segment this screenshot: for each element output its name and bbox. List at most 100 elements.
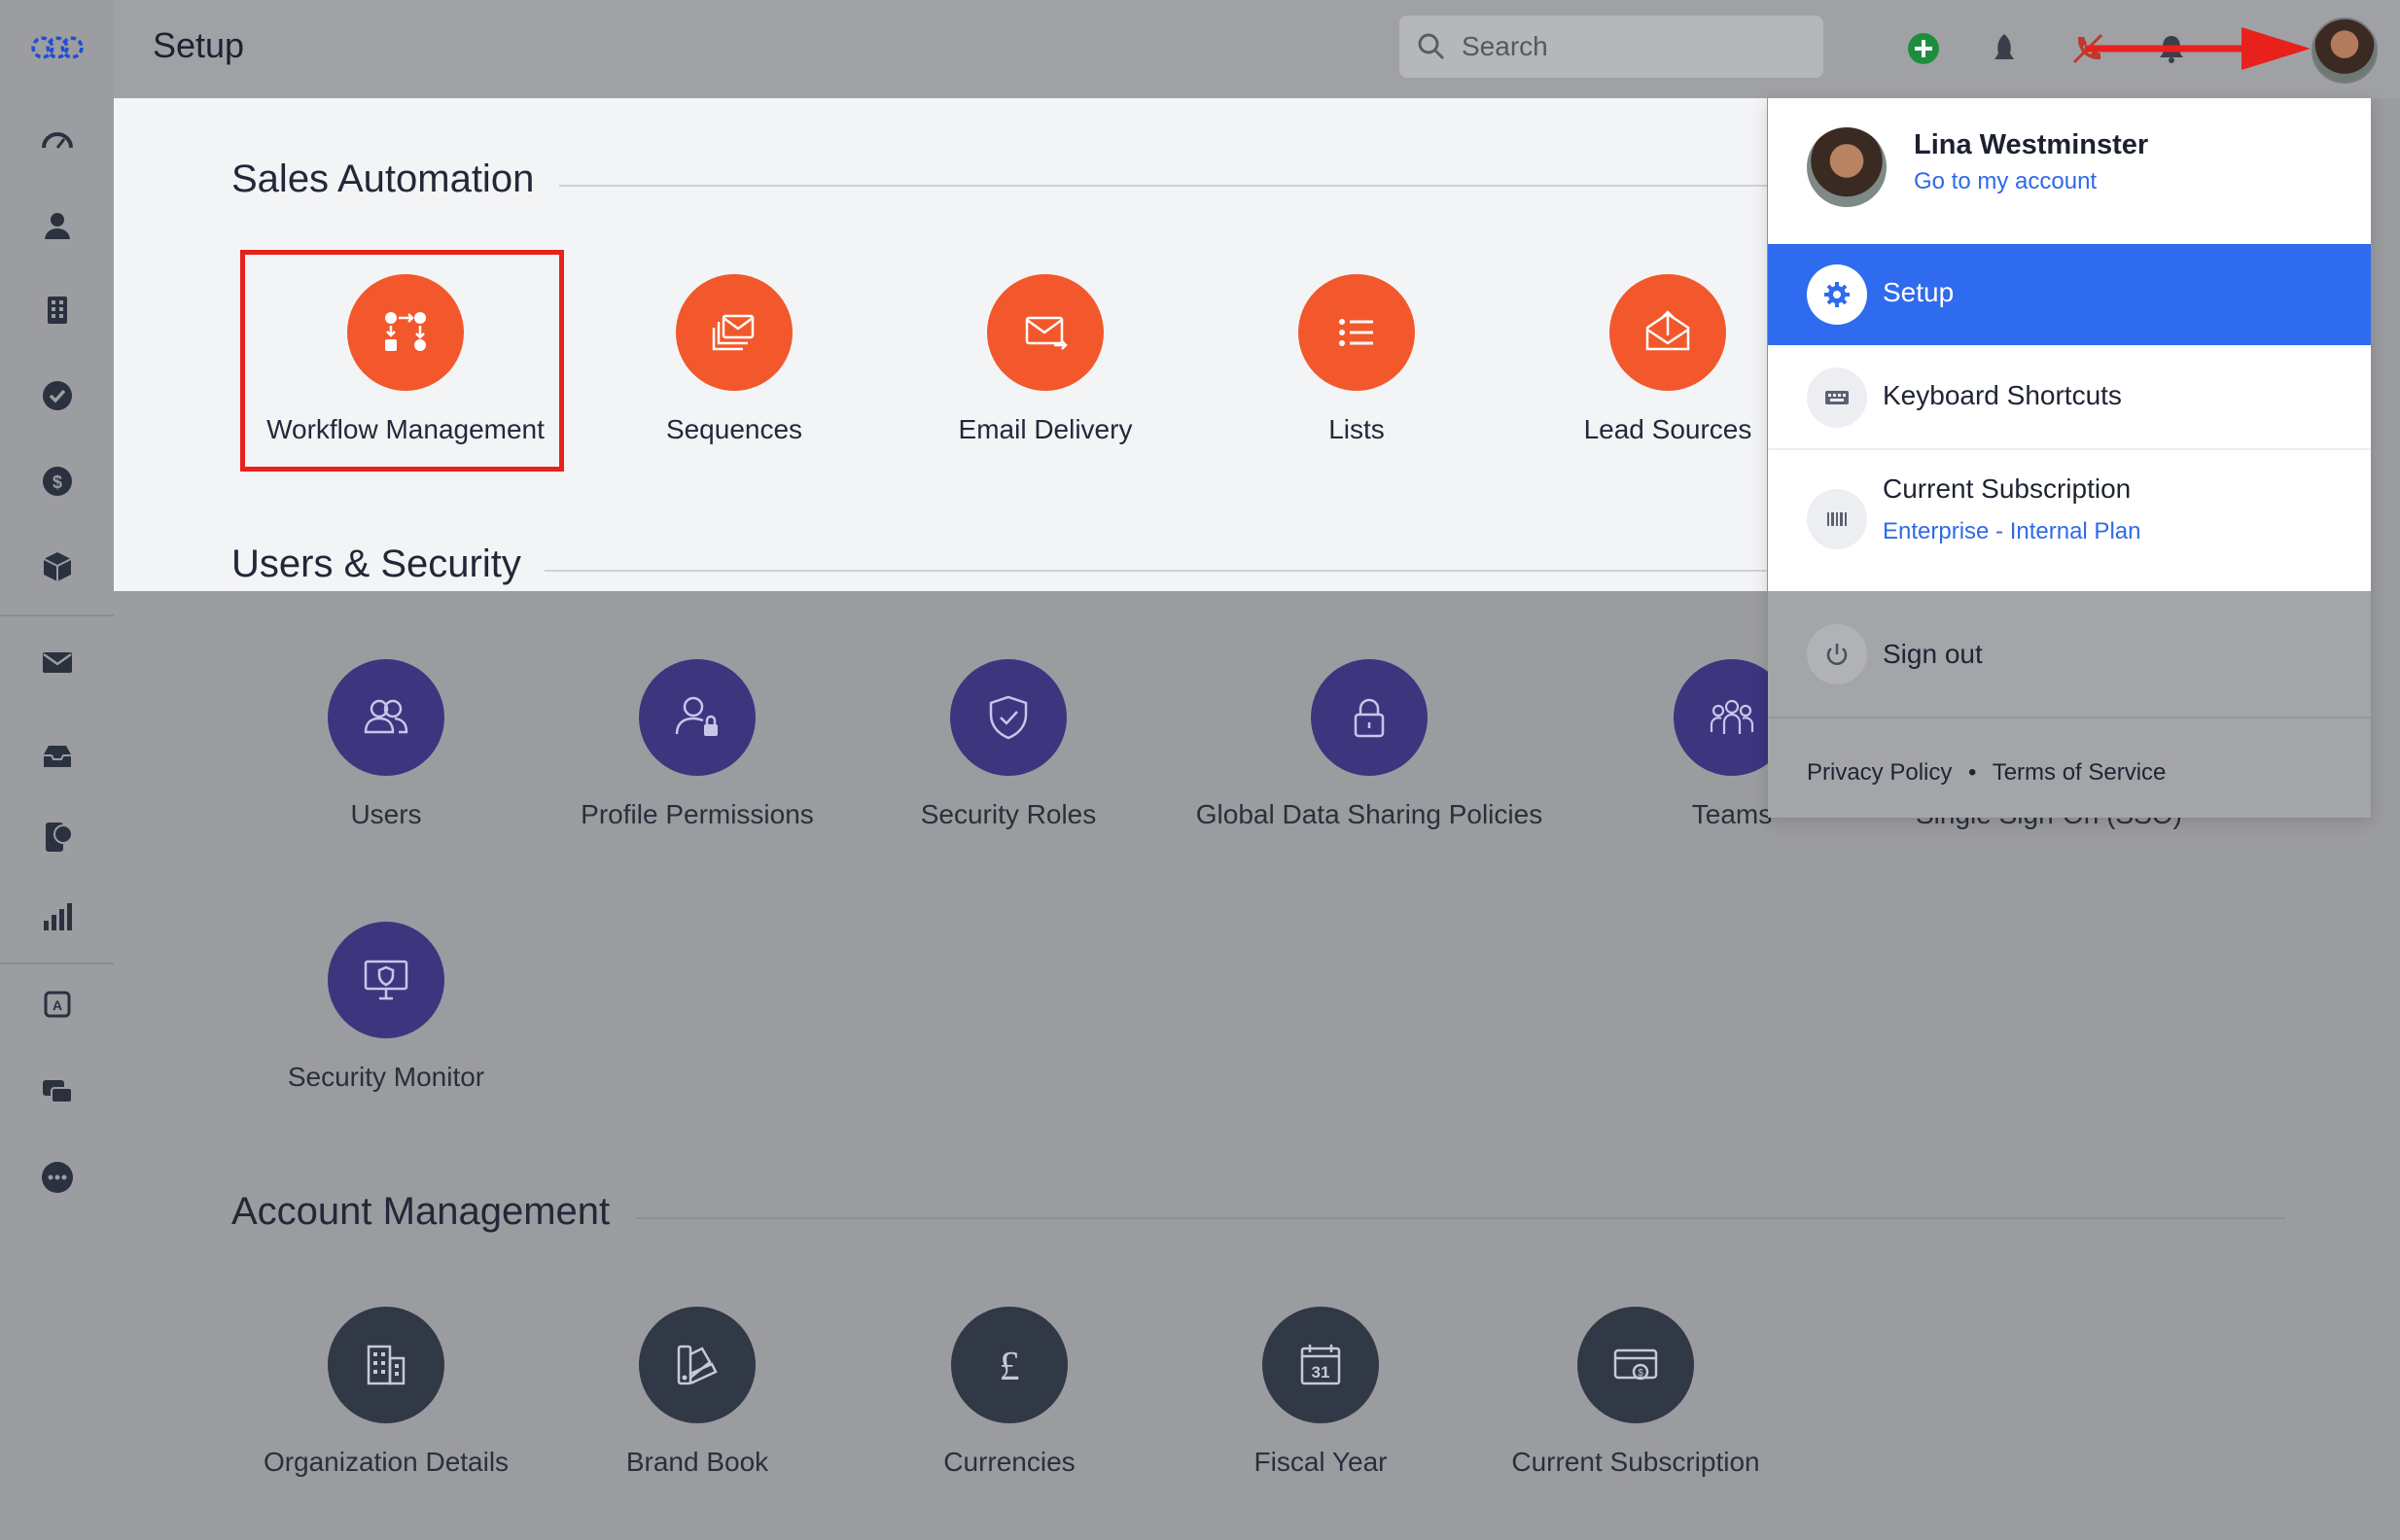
tile-security-roles[interactable]: Security Roles bbox=[853, 659, 1164, 854]
gear-icon bbox=[1807, 264, 1867, 325]
lock-icon bbox=[1311, 659, 1428, 776]
mail-icon[interactable] bbox=[35, 640, 80, 684]
top-bar: Setup Search bbox=[114, 0, 2400, 100]
tile-organization-details[interactable]: Organization Details bbox=[230, 1307, 542, 1501]
tile-label: Global Data Sharing Policies bbox=[1195, 799, 1543, 829]
tile-label: Users bbox=[350, 799, 422, 829]
menu-item-sign-out[interactable]: Sign out bbox=[1768, 604, 2371, 705]
shield-check-icon bbox=[950, 659, 1067, 776]
section-title-account-management: Account Management bbox=[231, 1190, 611, 1233]
tile-label: Lead Sources bbox=[1583, 414, 1752, 444]
menu-item-current-subscription[interactable]: Current Subscription Enterprise - Intern… bbox=[1768, 450, 2371, 591]
tile-workflow-management[interactable]: Workflow Management bbox=[250, 274, 561, 469]
automation-icon[interactable]: A bbox=[35, 982, 80, 1027]
calendar-day: 31 bbox=[1312, 1363, 1330, 1382]
tile-brand-book[interactable]: Brand Book bbox=[542, 1307, 853, 1501]
tile-label: Profile Permissions bbox=[581, 799, 814, 829]
user-name: Lina Westminster bbox=[1914, 129, 2149, 160]
dropdown-avatar bbox=[1807, 127, 1887, 207]
tile-currencies[interactable]: £ Currencies bbox=[854, 1307, 1165, 1501]
tile-label: Fiscal Year bbox=[1253, 1447, 1388, 1477]
tile-label: Currencies bbox=[943, 1447, 1076, 1477]
annotation-arrow-icon bbox=[2085, 27, 2311, 70]
section-divider bbox=[637, 1217, 2285, 1219]
tile-sequences[interactable]: Sequences bbox=[579, 274, 890, 469]
tile-fiscal-year[interactable]: 31 Fiscal Year bbox=[1165, 1307, 1476, 1501]
svg-text:£: £ bbox=[1000, 1345, 1020, 1389]
menu-item-setup[interactable]: Setup bbox=[1768, 244, 2371, 345]
tile-lead-sources[interactable]: Lead Sources bbox=[1512, 274, 1823, 469]
building-icon bbox=[328, 1307, 444, 1423]
keyboard-icon bbox=[1807, 368, 1867, 428]
tile-global-data-sharing[interactable]: Global Data Sharing Policies bbox=[1196, 659, 1542, 854]
section-divider bbox=[545, 570, 1767, 572]
monitor-shield-icon bbox=[328, 922, 444, 1038]
privacy-policy-link[interactable]: Privacy Policy bbox=[1807, 759, 1953, 786]
more-icon[interactable] bbox=[35, 1155, 80, 1200]
dropdown-separator bbox=[1768, 448, 2371, 450]
companies-icon[interactable] bbox=[35, 288, 80, 332]
users-icon bbox=[328, 659, 444, 776]
user-dropdown-menu: Lina Westminster Go to my account Setup … bbox=[1768, 98, 2371, 818]
dropdown-footer: Privacy Policy • Terms of Service bbox=[1807, 759, 2166, 787]
section-divider bbox=[559, 185, 1767, 187]
tile-label: Security Roles bbox=[920, 799, 1097, 829]
footer-separator: • bbox=[1968, 759, 1977, 786]
svg-text:$: $ bbox=[1638, 1368, 1643, 1379]
search-icon bbox=[1418, 33, 1445, 60]
svg-text:$: $ bbox=[53, 472, 62, 492]
subscription-card-icon: $ bbox=[1577, 1307, 1694, 1423]
menu-item-label: Setup bbox=[1883, 277, 1955, 307]
products-icon[interactable] bbox=[35, 544, 80, 589]
tile-label: Organization Details bbox=[263, 1447, 510, 1477]
search-placeholder: Search bbox=[1462, 31, 1548, 61]
section-title-users-security: Users & Security bbox=[231, 542, 521, 585]
list-icon bbox=[1298, 274, 1415, 391]
calendar-icon: 31 bbox=[1262, 1307, 1379, 1423]
terms-of-service-link[interactable]: Terms of Service bbox=[1992, 759, 2167, 786]
svg-text:A: A bbox=[53, 998, 62, 1013]
tile-label: Teams bbox=[1691, 799, 1773, 829]
tile-label: Security Monitor bbox=[287, 1062, 485, 1092]
tile-lists[interactable]: Lists bbox=[1201, 274, 1512, 469]
tile-security-monitor[interactable]: Security Monitor bbox=[230, 922, 542, 1116]
left-nav-rail: $ A bbox=[0, 0, 116, 1540]
lead-sources-icon bbox=[1609, 274, 1726, 391]
tile-label: Brand Book bbox=[625, 1447, 769, 1477]
annotation-highlight-box bbox=[240, 250, 564, 472]
contacts-icon[interactable] bbox=[35, 203, 80, 248]
user-avatar[interactable] bbox=[2312, 18, 2378, 84]
profile-lock-icon bbox=[639, 659, 756, 776]
reports-icon[interactable] bbox=[35, 894, 80, 939]
go-to-account-link[interactable]: Go to my account bbox=[1914, 168, 2098, 194]
barcode-icon bbox=[1807, 489, 1867, 549]
tasks-icon[interactable] bbox=[35, 373, 80, 418]
search-input[interactable]: Search bbox=[1399, 16, 1823, 78]
deals-icon[interactable]: $ bbox=[35, 459, 80, 504]
section-title-sales-automation: Sales Automation bbox=[231, 158, 535, 200]
tile-label: Current Subscription bbox=[1511, 1447, 1760, 1477]
email-delivery-icon bbox=[987, 274, 1104, 391]
phone-chat-icon[interactable] bbox=[35, 815, 80, 859]
tile-users[interactable]: Users bbox=[230, 659, 542, 854]
menu-item-label: Current Subscription bbox=[1883, 473, 2132, 504]
menu-item-label: Keyboard Shortcuts bbox=[1883, 380, 2122, 410]
add-icon[interactable] bbox=[1904, 29, 1943, 68]
tile-label: Lists bbox=[1328, 414, 1385, 444]
inbox-icon[interactable] bbox=[35, 734, 80, 779]
tile-label: Sequences bbox=[665, 414, 803, 444]
menu-item-keyboard-shortcuts[interactable]: Keyboard Shortcuts bbox=[1768, 347, 2371, 448]
tile-profile-permissions[interactable]: Profile Permissions bbox=[542, 659, 853, 854]
page-title: Setup bbox=[153, 25, 245, 65]
tile-email-delivery[interactable]: Email Delivery bbox=[890, 274, 1201, 469]
messages-icon[interactable] bbox=[35, 1069, 80, 1114]
menu-item-label: Sign out bbox=[1883, 639, 1983, 669]
dashboard-icon[interactable] bbox=[35, 118, 80, 162]
sequences-icon bbox=[676, 274, 793, 391]
pound-icon: £ bbox=[951, 1307, 1068, 1423]
tile-current-subscription[interactable]: $ Current Subscription bbox=[1480, 1307, 1791, 1501]
workflow-icon bbox=[347, 274, 464, 391]
rocket-icon[interactable] bbox=[1985, 29, 2024, 68]
tile-label: Workflow Management bbox=[266, 414, 545, 444]
app-logo-icon[interactable] bbox=[23, 25, 91, 70]
